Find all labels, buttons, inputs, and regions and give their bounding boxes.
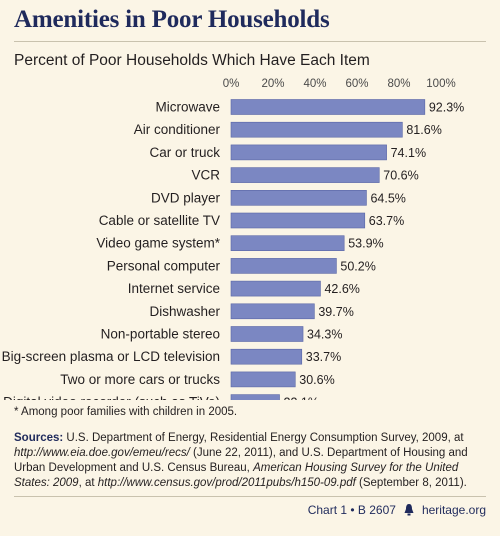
x-tick-label: 100%: [426, 78, 455, 90]
liberty-bell-icon: [404, 504, 414, 516]
category-label: Non-portable stereo: [101, 327, 220, 342]
bar: [230, 326, 304, 342]
category-label: Air conditioner: [134, 122, 221, 137]
sources-text-2: (June 22, 2011), and U.S. Department of …: [14, 447, 468, 474]
sources-text-3: , at: [78, 477, 98, 489]
footer-divider: [14, 496, 486, 497]
category-label: Digital video recorder (such as TiVo): [3, 395, 220, 400]
bar: [230, 167, 380, 183]
category-label: Personal computer: [107, 258, 221, 273]
data-label: 42.6%: [324, 282, 359, 296]
data-label: 34.3%: [307, 328, 342, 342]
sources-publication: American Housing Survey for the United S…: [14, 462, 459, 489]
data-label: 30.6%: [299, 373, 334, 387]
x-tick-label: 60%: [345, 78, 368, 90]
site-link[interactable]: heritage.org: [421, 503, 486, 517]
category-label: Microwave: [155, 100, 220, 115]
data-label: 39.7%: [318, 305, 353, 319]
bar: [230, 394, 280, 400]
x-tick-label: 80%: [387, 78, 410, 90]
bar: [230, 371, 296, 388]
category-label: VCR: [191, 168, 220, 183]
bar: [230, 280, 321, 297]
bar: [230, 144, 387, 161]
category-label: Big-screen plasma or LCD television: [2, 349, 220, 364]
category-label: Two or more cars or trucks: [60, 372, 220, 387]
chart-subtitle: Percent of Poor Households Which Have Ea…: [14, 52, 370, 69]
sources-note: Sources: U.S. Department of Energy, Resi…: [14, 431, 484, 491]
data-label: 50.2%: [340, 259, 375, 273]
category-label: Video game system*: [96, 236, 220, 251]
sources-text-1: U.S. Department of Energy, Residential E…: [63, 432, 464, 444]
footnote: * Among poor families with children in 2…: [14, 406, 238, 418]
footer: Chart 1 • B 2607 heritage.org: [308, 503, 486, 517]
x-tick-label: 0%: [223, 78, 240, 90]
data-label: 64.5%: [370, 191, 405, 205]
bar: [230, 212, 366, 229]
data-label: 74.1%: [391, 146, 426, 160]
x-tick-label: 40%: [303, 78, 326, 90]
data-label: 23.1%: [284, 396, 319, 400]
data-label: 63.7%: [369, 214, 404, 228]
title-divider: [14, 41, 486, 42]
sources-text-4: (September 8, 2011).: [355, 477, 467, 489]
data-label: 70.6%: [383, 169, 418, 183]
data-label: 92.3%: [429, 101, 464, 115]
data-label: 33.7%: [306, 350, 341, 364]
bar: [230, 121, 403, 138]
x-tick-label: 20%: [261, 78, 284, 90]
sources-url-1: http://www.eia.doe.gov/emeu/recs/: [14, 447, 190, 459]
chart-reference: Chart 1 • B 2607: [307, 503, 396, 517]
bar: [230, 235, 345, 251]
category-label: Dishwasher: [149, 304, 220, 319]
category-label: Cable or satellite TV: [99, 213, 220, 228]
chart-title: Amenities in Poor Households: [14, 6, 330, 33]
bar: [230, 190, 367, 206]
category-label: Car or truck: [149, 145, 220, 160]
bar: [230, 99, 426, 115]
category-label: Internet service: [128, 281, 220, 296]
sources-url-2: http://www.census.gov/prod/2011pubs/h150…: [97, 477, 356, 489]
sources-label: Sources:: [14, 432, 64, 444]
data-label: 53.9%: [348, 237, 383, 251]
bar-chart: 0% 20% 40% 60% 80% 100% Microwave 92.3% Air cond…: [2, 78, 464, 400]
category-label: DVD player: [151, 190, 221, 205]
bar: [230, 303, 315, 320]
bar: [230, 258, 337, 274]
bar: [230, 348, 303, 365]
data-label: 81.6%: [406, 123, 441, 137]
